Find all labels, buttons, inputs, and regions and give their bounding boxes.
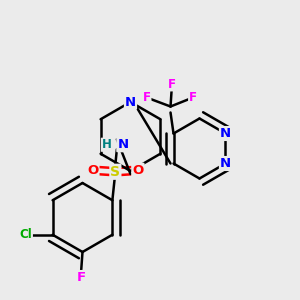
Text: F: F: [189, 91, 197, 104]
Text: N: N: [220, 127, 231, 140]
Text: F: F: [168, 77, 176, 91]
Text: O: O: [132, 164, 143, 177]
Text: H: H: [101, 138, 111, 151]
Text: N: N: [125, 95, 136, 109]
Text: F: F: [76, 271, 85, 284]
Text: Cl: Cl: [19, 228, 32, 241]
Text: S: S: [110, 165, 120, 179]
Text: O: O: [87, 164, 98, 177]
Text: F: F: [142, 91, 151, 104]
Text: N: N: [117, 138, 128, 151]
Text: N: N: [220, 157, 231, 170]
